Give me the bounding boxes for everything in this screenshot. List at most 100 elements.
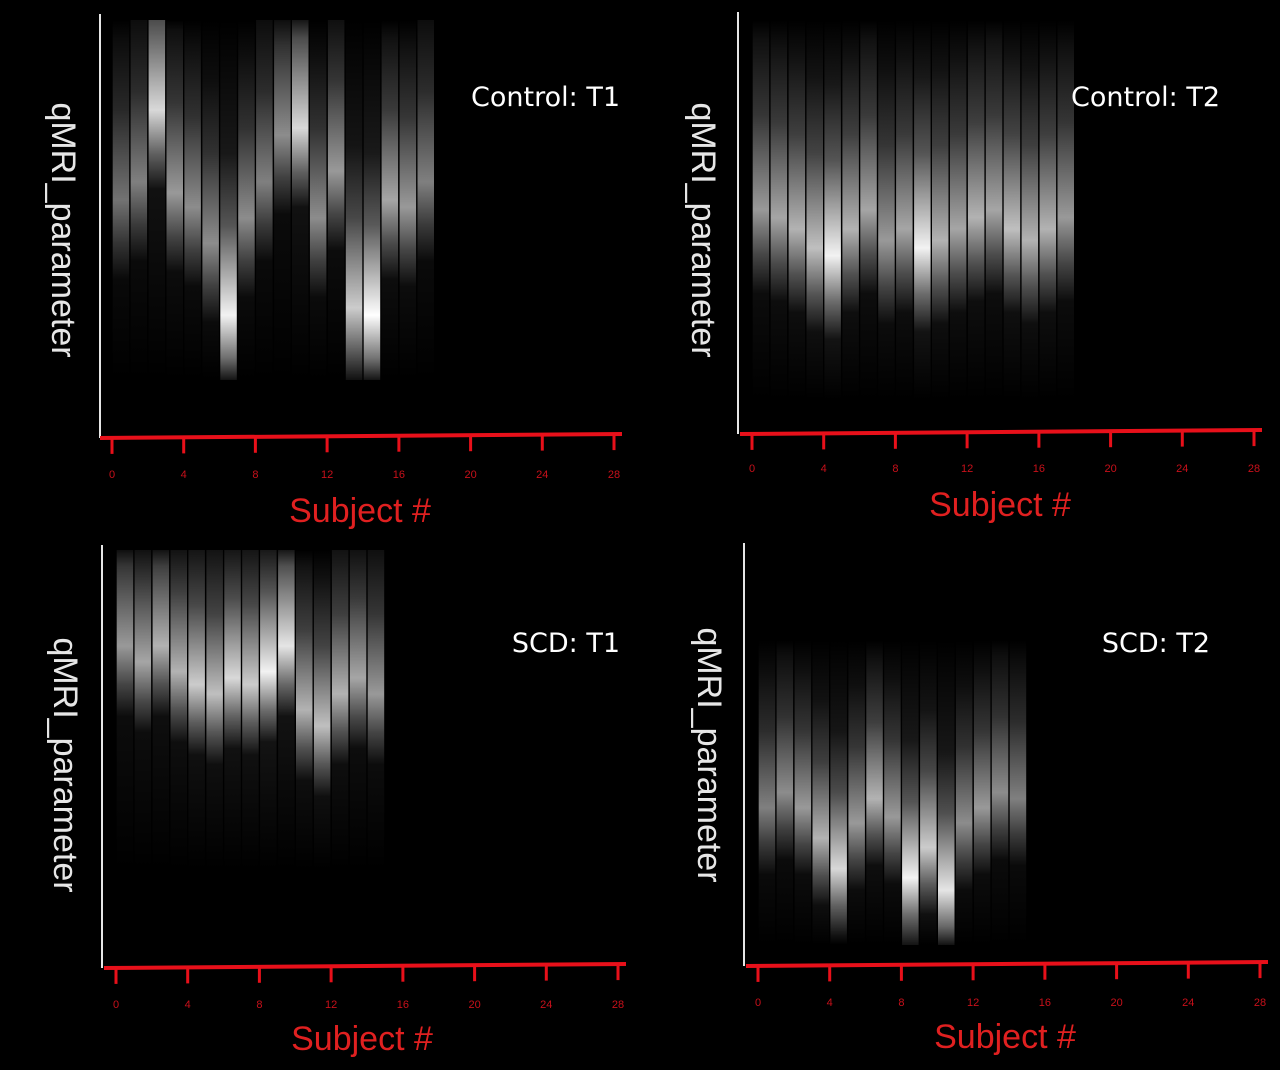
x-axis-label: Subject # — [289, 492, 431, 530]
y-axis-label: qMRI_parameter — [684, 102, 722, 357]
heatmap-column-subject-6 — [866, 640, 883, 945]
heatmap-column-subject-16 — [399, 20, 417, 380]
heatmap-column-subject-8 — [260, 550, 277, 870]
heatmap-column-subject-4 — [824, 20, 841, 400]
heatmap-column-subject-11 — [309, 20, 327, 380]
x-axis-line — [103, 962, 627, 970]
heatmap-column-subject-3 — [812, 640, 829, 945]
x-tick-label: 0 — [109, 469, 115, 481]
x-tick-label: 20 — [1110, 997, 1122, 1009]
x-tick-label: 28 — [1248, 463, 1260, 475]
heatmap-column-subject-1 — [130, 20, 148, 380]
x-tick-label: 12 — [961, 463, 973, 475]
x-axis-label: Subject # — [934, 1018, 1076, 1056]
heatmap-column-subject-0 — [112, 20, 130, 380]
heatmap-column-subject-9 — [278, 550, 295, 870]
x-tick-label: 8 — [892, 463, 898, 475]
x-tick-label: 8 — [256, 999, 262, 1011]
heatmap-column-subject-14 — [363, 20, 381, 380]
heatmap-column-subject-12 — [327, 20, 345, 380]
x-axis-line — [99, 432, 623, 440]
heatmap-column-subject-2 — [148, 20, 166, 380]
x-tick-label: 8 — [898, 997, 904, 1009]
y-axis-label: qMRI_parameter — [46, 637, 84, 892]
x-tick-label: 24 — [536, 469, 548, 481]
heatmap-column-subject-8 — [902, 640, 919, 945]
heatmap-column-subject-4 — [188, 550, 205, 870]
x-tick-label: 20 — [464, 469, 476, 481]
heatmap-column-subject-17 — [417, 20, 434, 380]
x-axis-label: Subject # — [291, 1020, 433, 1058]
x-tick-label: 16 — [393, 469, 405, 481]
heatmap-column-subject-11 — [955, 640, 973, 945]
heatmap-column-subject-16 — [1039, 20, 1057, 400]
chart-panel-1: 0 4 8 12 16 20 24 28 Subject # qMRI_parameter Cont… — [44, 14, 623, 530]
heatmap-column-subject-5 — [206, 550, 223, 870]
heatmap-column-subject-3 — [806, 20, 823, 400]
heatmap-column-subject-6 — [220, 20, 237, 380]
heatmap-column-subject-3 — [166, 20, 183, 380]
x-tick-label: 12 — [325, 999, 337, 1011]
heatmap-column-subject-5 — [202, 20, 219, 380]
heatmap — [116, 550, 385, 870]
x-tick-label: 4 — [185, 999, 191, 1011]
heatmap-column-subject-10 — [938, 640, 955, 945]
heatmap-column-subject-13 — [345, 20, 363, 380]
heatmap-column-subject-12 — [967, 20, 985, 400]
y-axis-label: qMRI_parameter — [690, 627, 728, 882]
heatmap-column-subject-10 — [292, 20, 309, 380]
x-tick-label: 24 — [540, 999, 552, 1011]
heatmap-column-subject-1 — [770, 20, 788, 400]
heatmap-column-subject-11 — [313, 550, 331, 870]
panel-title: Control: T1 — [471, 82, 620, 113]
heatmap-column-subject-2 — [152, 550, 170, 870]
heatmap-column-subject-0 — [752, 20, 770, 400]
heatmap-column-subject-15 — [381, 20, 399, 380]
heatmap-column-subject-9 — [914, 20, 931, 400]
x-tick-label: 12 — [321, 469, 333, 481]
x-tick-label: 4 — [821, 463, 827, 475]
y-axis-label: qMRI_parameter — [44, 102, 82, 357]
x-tick-label: 28 — [608, 469, 620, 481]
heatmap-column-subject-5 — [842, 20, 859, 400]
heatmap-column-subject-8 — [256, 20, 273, 380]
heatmap-column-subject-7 — [242, 550, 259, 870]
x-tick-label: 0 — [749, 463, 755, 475]
heatmap-column-subject-8 — [896, 20, 913, 400]
heatmap-column-subject-17 — [1057, 20, 1074, 400]
x-axis-line — [739, 428, 1263, 436]
heatmap — [752, 20, 1074, 400]
heatmap-column-subject-13 — [985, 20, 1003, 400]
heatmap-column-subject-14 — [1003, 20, 1021, 400]
x-axis-label: Subject # — [929, 486, 1071, 524]
heatmap-column-subject-7 — [884, 640, 901, 945]
x-tick-label: 16 — [1039, 997, 1051, 1009]
chart-panel-3: 0 4 8 12 16 20 24 28 Subject # qMRI_parameter SCD:… — [46, 545, 627, 1058]
heatmap-column-subject-2 — [794, 640, 812, 945]
heatmap-column-subject-9 — [920, 640, 937, 945]
heatmap-column-subject-0 — [116, 550, 134, 870]
panel-title: SCD: T2 — [1102, 628, 1210, 659]
heatmap-column-subject-12 — [331, 550, 349, 870]
heatmap-column-subject-11 — [949, 20, 967, 400]
x-tick-label: 28 — [1254, 997, 1266, 1009]
heatmap-column-subject-3 — [170, 550, 187, 870]
x-tick-label: 20 — [468, 999, 480, 1011]
heatmap — [112, 20, 434, 380]
heatmap-column-subject-15 — [1021, 20, 1039, 400]
heatmap-column-subject-7 — [878, 20, 895, 400]
heatmap-column-subject-2 — [788, 20, 806, 400]
heatmap-column-subject-13 — [991, 640, 1009, 945]
heatmap-column-subject-0 — [758, 640, 776, 945]
x-tick-label: 0 — [755, 997, 761, 1009]
x-tick-label: 24 — [1176, 463, 1188, 475]
heatmap-column-subject-1 — [134, 550, 152, 870]
heatmap-column-subject-13 — [349, 550, 367, 870]
heatmap-column-subject-9 — [274, 20, 291, 380]
chart-panel-4: 0 4 8 12 16 20 24 28 Subject # qMRI_parameter SCD:… — [690, 543, 1269, 1056]
x-tick-label: 16 — [1033, 463, 1045, 475]
heatmap-column-subject-10 — [932, 20, 949, 400]
x-tick-label: 4 — [827, 997, 833, 1009]
x-tick-label: 4 — [181, 469, 187, 481]
